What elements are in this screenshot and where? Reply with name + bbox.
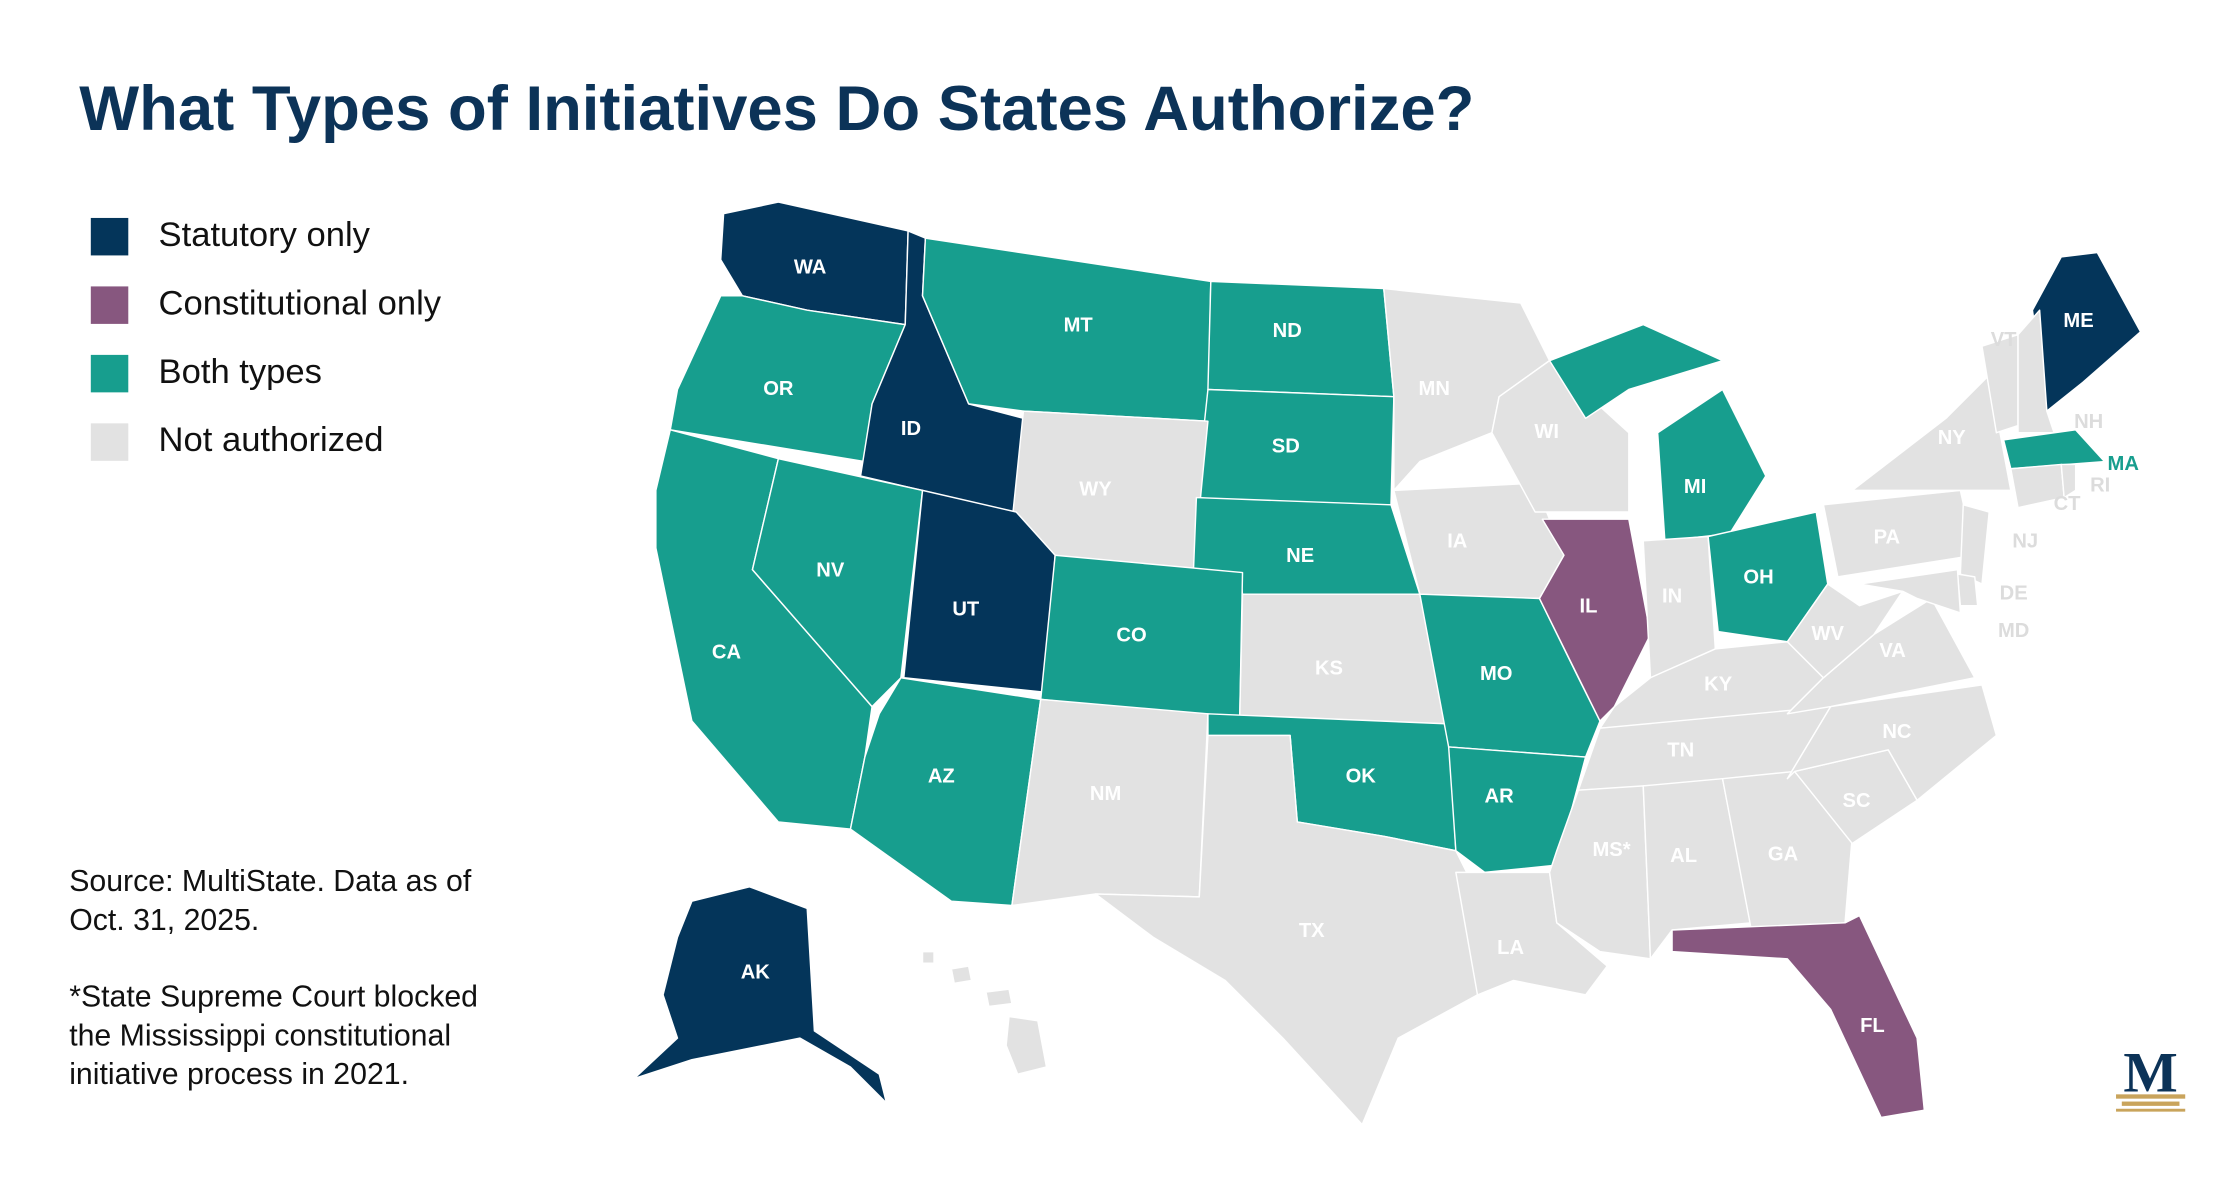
state [1956,573,1979,607]
logo-bar [2116,1108,2186,1112]
state-label: ME [2063,310,2093,332]
state-label: TX [1299,920,1325,942]
state-label: MO [1480,663,1513,685]
state [1238,593,1450,725]
state-label: PA [1874,526,1901,548]
state [950,965,973,985]
state [1851,374,2012,492]
state-labels: WA OR ID MT ND SD WY NE CA NV UT CO AZ NM KS OK TX MN IA MO… [712,257,2139,1059]
state-label: WY [1079,479,1112,501]
state-label: HI [964,1037,984,1059]
state-label: CO [1116,624,1146,646]
legend-label: Statutory only [159,216,371,254]
source-note: Oct. 31, 2025. [69,904,259,937]
logo-bar [2121,1101,2180,1106]
state-label: CT [2054,493,2082,515]
state-label: NC [1882,721,1912,743]
legend-swatch [90,423,129,461]
logo: M [2116,1041,2186,1112]
state-label: OR [763,378,794,400]
state [985,988,1013,1008]
legend-label: Constitutional only [159,284,442,322]
state-label: OH [1743,567,1773,589]
state-label: WA [794,257,827,279]
legend-swatch [90,354,129,393]
state-label: IL [1579,595,1597,617]
state-label: NJ [2012,531,2038,553]
state-label: NH [2074,411,2103,433]
state [1786,684,1998,802]
legend: Statutory only Constitutional only Both ty… [90,216,442,461]
state-label: GA [1768,843,1799,865]
state [1656,388,1767,542]
source-note: Source: MultiState. Data as of [69,865,472,898]
state-label: OK [1346,766,1377,788]
state-label: RI [2090,474,2110,496]
state [1447,746,1587,874]
state-label: SD [1272,435,1300,457]
state-label: KS [1315,657,1343,679]
state-label: IA [1447,531,1468,553]
title: What Types of Initiatives Do States Auth… [79,74,1474,144]
state [1094,734,1479,1126]
us-map [633,201,2142,1126]
logo-bar [2116,1094,2186,1099]
footnote: initiative process in 2021. [69,1058,409,1091]
state [751,457,924,708]
state-label: MT [1064,314,1094,336]
state-label: AZ [928,766,955,788]
state [1959,504,1990,585]
state [2017,309,2055,434]
notes: Source: MultiState. Data as of Oct. 31, 2… [69,865,478,1091]
state-label: MN [1419,378,1450,400]
state [1642,777,1753,960]
state [849,677,1042,907]
legend-label: Not authorized [159,421,384,459]
state [1721,770,1853,931]
state-label: AR [1485,786,1515,808]
state-label: AK [741,962,771,984]
state [1548,323,1724,420]
state-label: FL [1860,1015,1885,1037]
legend-swatch [90,217,129,256]
state-label: NE [1286,545,1314,567]
state [2002,429,2106,470]
state-label: IN [1662,585,1682,607]
state-label: MI [1684,476,1706,498]
state-label: LA [1497,937,1524,959]
state-label: AL [1670,845,1697,867]
state-label: TN [1667,740,1694,762]
state [1858,568,1962,614]
state-label: CA [712,642,742,664]
state-label: ID [901,418,921,440]
state-label: WV [1811,623,1844,645]
state-label: ND [1273,320,1302,342]
state-label: DE [2000,582,2028,604]
state [1671,914,1926,1119]
footnote: *State Supreme Court blocked [69,980,478,1013]
state [1538,518,1652,722]
logo-letter: M [2123,1041,2177,1104]
state-label: SC [1843,790,1871,812]
legend-swatch [90,286,129,324]
state-label: MA [2108,453,2140,475]
state-label: VT [1991,329,2017,351]
state-label: MD [1998,620,2029,642]
state [633,886,888,1104]
state-label: VA [1879,640,1906,662]
state [1005,1015,1048,1075]
state-label: UT [952,598,980,620]
state-label: NY [1938,427,1967,449]
state-label: WI [1534,421,1559,443]
state [2060,463,2077,499]
state [921,950,935,964]
state-label: MS* [1592,839,1630,861]
footnote: the Mississippi constitutional [69,1019,451,1052]
state-label: KY [1704,673,1733,695]
legend-label: Both types [159,353,322,391]
state-label: NV [816,559,845,581]
state-label: NM [1090,783,1121,805]
